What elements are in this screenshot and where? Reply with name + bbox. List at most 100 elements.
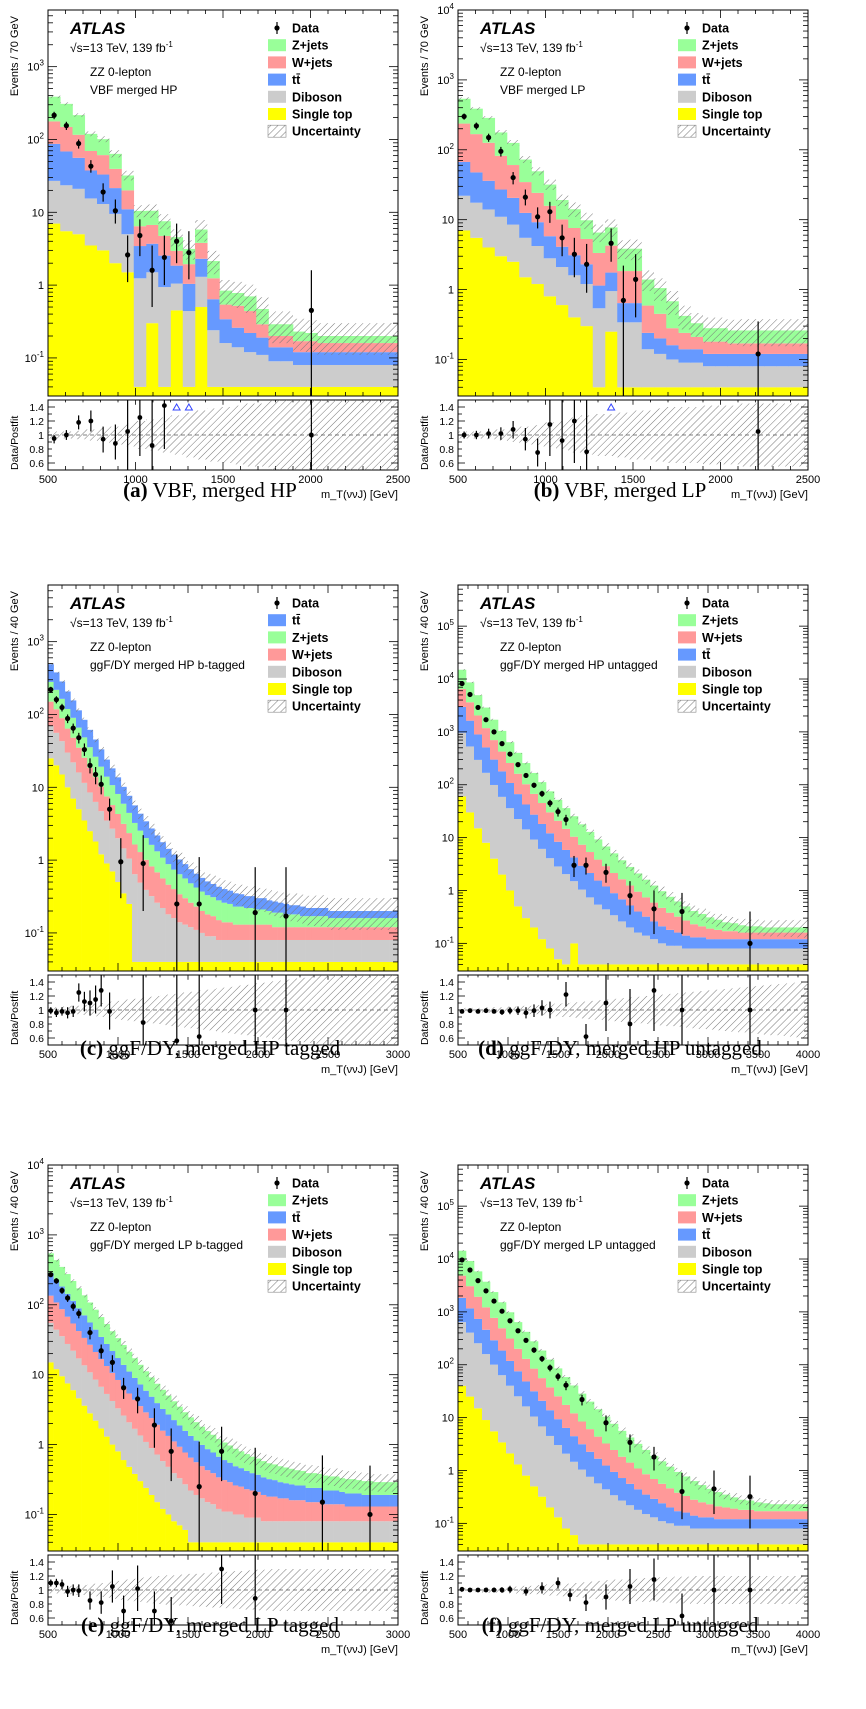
bar-f-diboson-22 bbox=[634, 1509, 643, 1545]
bar-f-wjets-34 bbox=[730, 1508, 739, 1520]
bar-c-tt-22 bbox=[171, 854, 178, 870]
bar-d-tt-26 bbox=[666, 929, 675, 946]
unc-bin-a-20 bbox=[293, 318, 306, 351]
bar-c-tt-8 bbox=[92, 739, 99, 757]
bar-e-wjets-24 bbox=[182, 1452, 189, 1485]
bar-c-singletop-5 bbox=[76, 809, 82, 971]
bar-c-zjets-14 bbox=[126, 812, 133, 834]
data-point-e-9 bbox=[121, 1385, 127, 1391]
bar-f-singletop-38 bbox=[762, 1544, 771, 1551]
ratio-band-f-23 bbox=[642, 1578, 650, 1602]
bar-e-singletop-59 bbox=[378, 1542, 385, 1551]
bar-a-diboson-20 bbox=[293, 364, 306, 387]
unc-bin-d-16 bbox=[586, 829, 594, 835]
data-point-d-12 bbox=[555, 809, 561, 815]
ratio-point-c-1 bbox=[54, 1010, 59, 1016]
unc-bin-c-2 bbox=[59, 679, 65, 683]
bar-a-wjets-4 bbox=[97, 155, 110, 175]
unc-bin-d-33 bbox=[722, 916, 730, 930]
data-point-c-1 bbox=[53, 697, 60, 703]
bar-f-tt-13 bbox=[562, 1427, 571, 1454]
bar-c-wjets-34 bbox=[238, 924, 245, 940]
bar-c-diboson-8 bbox=[92, 801, 99, 842]
bar-c-wjets-4 bbox=[70, 737, 77, 763]
bar-f-wjets-7 bbox=[514, 1348, 523, 1372]
ratio-ytick-label: 0.6 bbox=[439, 1613, 454, 1625]
channel-label: ZZ 0-lepton bbox=[500, 1220, 561, 1234]
legend-swatch-tt bbox=[268, 1211, 286, 1224]
unc-bin-f-8 bbox=[522, 1330, 530, 1334]
bar-c-singletop-39 bbox=[266, 961, 273, 971]
bar-c-zjets-31 bbox=[221, 902, 228, 923]
bar-d-tt-32 bbox=[714, 939, 723, 949]
bar-d-diboson-39 bbox=[770, 948, 779, 965]
caption-text: VBF, merged LP bbox=[564, 478, 707, 502]
bar-d-singletop-25 bbox=[658, 964, 667, 971]
channel-label: ZZ 0-lepton bbox=[90, 640, 151, 654]
unc-bin-f-33 bbox=[722, 1490, 730, 1500]
bar-e-singletop-25 bbox=[188, 1542, 194, 1551]
unc-bin-a-0 bbox=[48, 95, 61, 99]
bar-d-diboson-38 bbox=[762, 948, 771, 965]
bar-e-singletop-41 bbox=[277, 1542, 284, 1551]
bar-d-wjets-5 bbox=[498, 751, 507, 772]
bar-c-diboson-53 bbox=[344, 939, 351, 962]
ytick-label: 104 bbox=[437, 671, 454, 686]
ytick-label: 104 bbox=[437, 2, 454, 17]
bar-f-tt-33 bbox=[722, 1519, 731, 1529]
bar-e-zjets-27 bbox=[199, 1426, 206, 1445]
bar-d-singletop-8 bbox=[522, 918, 531, 971]
ratio-point-f-14 bbox=[651, 1577, 657, 1582]
unc-bin-c-7 bbox=[87, 727, 93, 733]
unc-bin-d-40 bbox=[778, 920, 786, 937]
bar-a-diboson-15 bbox=[231, 347, 245, 387]
ratio-ytick-label: 1 bbox=[38, 430, 44, 442]
xtick-label: 2000 bbox=[246, 1049, 270, 1061]
bar-a-zjets-2 bbox=[72, 115, 86, 135]
ratio-point-e-1 bbox=[54, 1580, 59, 1586]
bar-c-diboson-2 bbox=[59, 741, 66, 775]
bar-c-wjets-19 bbox=[154, 872, 161, 903]
bar-c-diboson-55 bbox=[356, 939, 362, 962]
ratio-point-b-9 bbox=[571, 418, 577, 424]
bar-c-diboson-6 bbox=[81, 782, 88, 821]
bar-e-singletop-53 bbox=[344, 1542, 351, 1551]
bar-a-diboson-11 bbox=[182, 311, 196, 387]
bar-b-diboson-16 bbox=[654, 353, 667, 388]
stack-wjets bbox=[458, 1275, 808, 1520]
ratio-arrow-a-1 bbox=[184, 403, 194, 411]
bar-d-wjets-35 bbox=[738, 932, 747, 940]
bar-c-wjets-49 bbox=[322, 927, 329, 940]
unc-bin-e-60 bbox=[384, 1474, 390, 1492]
bar-d-singletop-1 bbox=[466, 812, 475, 971]
bar-a-tt-19 bbox=[280, 347, 294, 362]
bar-d-singletop-4 bbox=[490, 858, 499, 971]
data-point-e-0 bbox=[48, 1272, 54, 1278]
bar-d-wjets-34 bbox=[730, 931, 739, 940]
bar-e-diboson-49 bbox=[322, 1521, 329, 1543]
main-frame bbox=[47, 584, 399, 972]
unc-bin-e-33 bbox=[232, 1441, 239, 1458]
stack-tt bbox=[48, 1272, 398, 1507]
bar-e-diboson-21 bbox=[165, 1466, 172, 1515]
bar-c-singletop-31 bbox=[221, 961, 228, 971]
y-axis-ratio: 0.60.811.21.4 bbox=[29, 1554, 398, 1626]
data-point-b-12 bbox=[620, 297, 626, 303]
xtick-label: 2000 bbox=[298, 474, 322, 486]
bar-d-diboson-29 bbox=[690, 948, 699, 965]
stack-diboson bbox=[48, 1322, 398, 1543]
unc-bin-e-35 bbox=[244, 1446, 250, 1463]
xtick-label: 2500 bbox=[646, 1049, 670, 1061]
bar-e-diboson-3 bbox=[64, 1343, 71, 1384]
bar-c-wjets-41 bbox=[277, 927, 284, 940]
bar-c-singletop-34 bbox=[238, 961, 245, 971]
bar-f-singletop-24 bbox=[650, 1544, 659, 1551]
bar-f-zjets-23 bbox=[642, 1449, 651, 1475]
bar-f-zjets-30 bbox=[698, 1485, 707, 1503]
bar-d-singletop-34 bbox=[730, 964, 739, 971]
unc-bin-d-18 bbox=[602, 843, 610, 850]
bar-b-singletop-15 bbox=[641, 387, 655, 396]
unc-bin-f-25 bbox=[658, 1457, 666, 1466]
bar-a-singletop-10 bbox=[170, 310, 184, 396]
xtick-label: 2500 bbox=[316, 1049, 340, 1061]
